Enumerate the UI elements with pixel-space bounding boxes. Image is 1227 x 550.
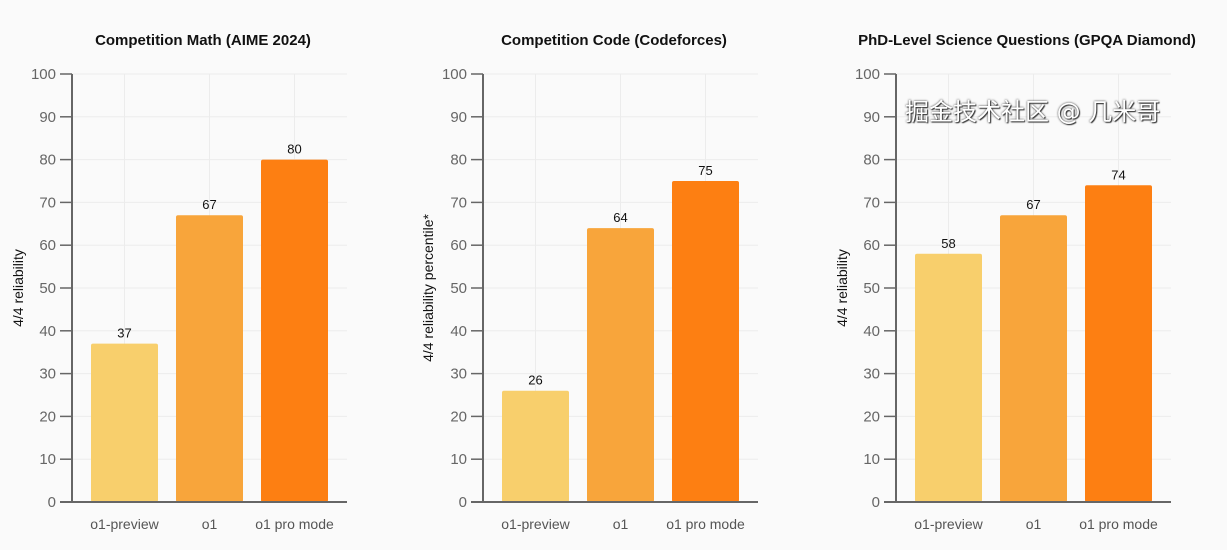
data-label: 58 (941, 236, 955, 251)
x-tick-label: o1 (1026, 516, 1042, 532)
bar-o1-preview (502, 390, 569, 502)
y-tick-label: 0 (459, 494, 467, 511)
x-tick-label: o1 pro mode (1079, 516, 1158, 532)
bar-o1 (1000, 215, 1067, 503)
data-label: 64 (613, 210, 627, 225)
y-tick-label: 100 (31, 66, 56, 83)
y-tick-label: 20 (39, 408, 56, 425)
y-tick-label: 90 (39, 109, 56, 126)
y-tick-label: 80 (450, 152, 467, 169)
y-tick-label: 40 (39, 323, 56, 340)
y-tick-label: 60 (863, 237, 880, 254)
y-tick-label: 90 (863, 109, 880, 126)
y-tick-label: 70 (450, 194, 467, 211)
x-tick-label: o1 (202, 516, 218, 532)
chart-1: Competition Math (AIME 2024) 0 10 20 30 40 50 6… (10, 32, 347, 532)
y-axis-label: 4/4 reliability percentile* (420, 214, 436, 362)
x-tick-label: o1 (613, 516, 629, 532)
chart-title: PhD-Level Science Questions (GPQA Diamon… (858, 32, 1196, 49)
bar-o1 (587, 228, 654, 502)
bar-o1 (176, 215, 243, 503)
y-tick-label: 50 (450, 280, 467, 297)
y-tick-label: 70 (863, 194, 880, 211)
data-label: 75 (698, 163, 712, 178)
y-axis-label: 4/4 reliability (834, 249, 850, 327)
chart-title: Competition Math (AIME 2024) (95, 32, 311, 49)
y-tick-label: 0 (872, 494, 880, 511)
y-tick-label: 10 (863, 451, 880, 468)
chart-2: Competition Code (Codeforces) 0 10 20 30 40 50… (420, 32, 758, 532)
watermark: 掘金技术社区 @ 几米哥 (905, 98, 1161, 126)
y-tick-label: 60 (450, 237, 467, 254)
y-tick-label: 80 (39, 152, 56, 169)
y-tick-label: 50 (39, 280, 56, 297)
y-tick-label: 30 (39, 366, 56, 383)
x-tick-label: o1 pro mode (255, 516, 334, 532)
y-tick-label: 90 (450, 109, 467, 126)
data-label: 74 (1111, 167, 1125, 182)
y-tick-label: 20 (863, 408, 880, 425)
bar-o1-preview (915, 253, 982, 502)
data-label: 67 (202, 197, 216, 212)
y-tick-label: 100 (855, 66, 880, 83)
y-tick-label: 40 (863, 323, 880, 340)
data-label: 67 (1026, 197, 1040, 212)
y-tick-label: 40 (450, 323, 467, 340)
y-axis-label: 4/4 reliability (10, 249, 26, 327)
x-tick-label: o1 pro mode (666, 516, 745, 532)
y-tick-label: 70 (39, 194, 56, 211)
data-label: 37 (117, 326, 131, 341)
y-tick-label: 0 (48, 494, 56, 511)
data-label: 26 (528, 373, 542, 388)
bar-o1-pro-mode (261, 159, 328, 502)
y-tick-label: 30 (450, 366, 467, 383)
y-tick-label: 30 (863, 366, 880, 383)
x-tick-label: o1-preview (90, 516, 159, 532)
y-tick-label: 60 (39, 237, 56, 254)
bar-o1-pro-mode (672, 181, 739, 502)
x-tick-label: o1-preview (914, 516, 983, 532)
y-tick-label: 80 (863, 152, 880, 169)
chart-title: Competition Code (Codeforces) (501, 32, 727, 49)
y-tick-label: 10 (450, 451, 467, 468)
x-tick-label: o1-preview (501, 516, 570, 532)
y-tick-label: 100 (442, 66, 467, 83)
data-label: 80 (287, 142, 301, 157)
y-tick-label: 10 (39, 451, 56, 468)
y-tick-label: 20 (450, 408, 467, 425)
y-tick-label: 50 (863, 280, 880, 297)
chart-3: PhD-Level Science Questions (GPQA Diamon… (834, 32, 1196, 532)
bar-o1-preview (91, 343, 158, 502)
bar-o1-pro-mode (1085, 185, 1152, 502)
